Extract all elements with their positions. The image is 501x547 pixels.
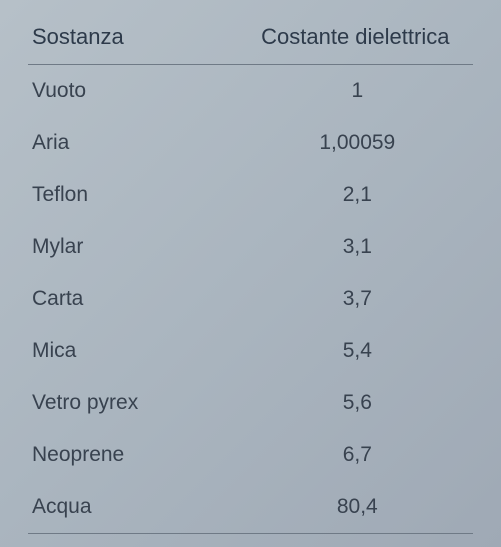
table-row: Neoprene 6,7 xyxy=(28,429,473,481)
cell-value: 5,4 xyxy=(242,325,473,377)
table-row: Vuoto 1 xyxy=(28,65,473,118)
cell-substance: Teflon xyxy=(28,169,242,221)
table-row: Mylar 3,1 xyxy=(28,221,473,273)
table-row: Teflon 2,1 xyxy=(28,169,473,221)
col-header-value: Costante dielettrica xyxy=(242,18,473,65)
cell-substance: Vetro pyrex xyxy=(28,377,242,429)
cell-value: 3,1 xyxy=(242,221,473,273)
table-header-row: Sostanza Costante dielettrica xyxy=(28,18,473,65)
cell-value: 1 xyxy=(242,65,473,118)
table-row: Mica 5,4 xyxy=(28,325,473,377)
cell-substance: Mylar xyxy=(28,221,242,273)
cell-value: 3,7 xyxy=(242,273,473,325)
cell-substance: Neoprene xyxy=(28,429,242,481)
table-row: Carta 3,7 xyxy=(28,273,473,325)
cell-substance: Carta xyxy=(28,273,242,325)
dielectric-constants-table: Sostanza Costante dielettrica Vuoto 1 Ar… xyxy=(28,18,473,534)
cell-value: 2,1 xyxy=(242,169,473,221)
cell-value: 5,6 xyxy=(242,377,473,429)
cell-substance: Acqua xyxy=(28,481,242,534)
table-row: Vetro pyrex 5,6 xyxy=(28,377,473,429)
cell-substance: Mica xyxy=(28,325,242,377)
cell-value: 80,4 xyxy=(242,481,473,534)
table-row: Aria 1,00059 xyxy=(28,117,473,169)
cell-value: 1,00059 xyxy=(242,117,473,169)
cell-substance: Vuoto xyxy=(28,65,242,118)
cell-substance: Aria xyxy=(28,117,242,169)
cell-value: 6,7 xyxy=(242,429,473,481)
col-header-substance: Sostanza xyxy=(28,18,242,65)
table-row: Acqua 80,4 xyxy=(28,481,473,534)
